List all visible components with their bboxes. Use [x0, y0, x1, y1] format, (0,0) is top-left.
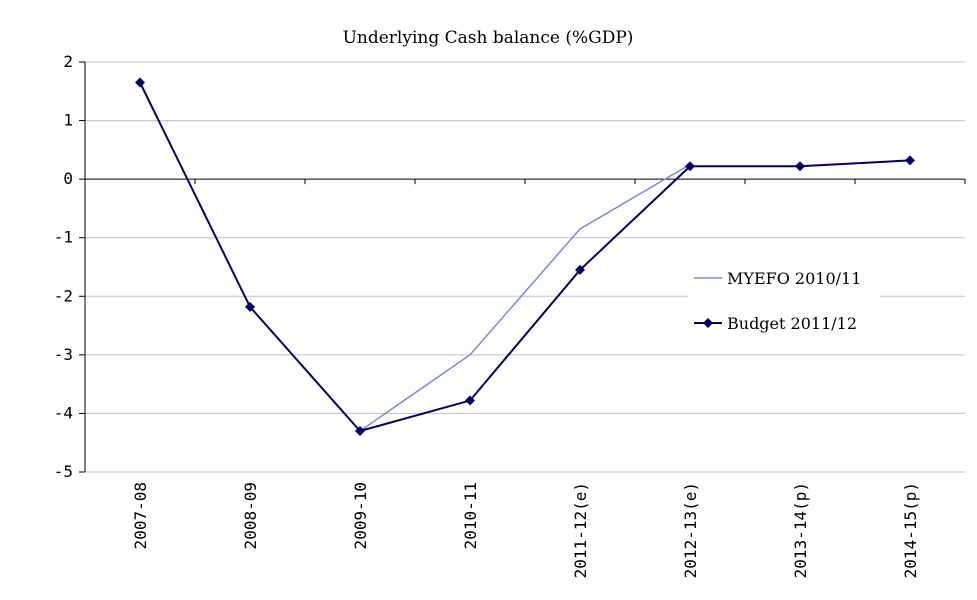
y-tick-label: -1 — [54, 228, 73, 247]
axes: 2 1 0 -1 -2 -3 -4 -5 2007-08 2008-09 2009-10 2010-1… — [54, 52, 966, 578]
series-layer — [135, 77, 915, 436]
data-point — [355, 426, 365, 436]
chart-title: Underlying Cash balance (%GDP) — [343, 28, 634, 48]
y-tick-label: -3 — [54, 345, 73, 364]
data-point — [575, 264, 585, 275]
y-tick-label: 1 — [63, 111, 73, 130]
x-tick-label: 2013-14(p) — [791, 482, 810, 578]
y-tick-label: 2 — [63, 52, 73, 71]
data-point — [905, 155, 915, 166]
data-point — [685, 161, 695, 172]
data-point — [795, 161, 805, 172]
x-tick-label: 2012-13(e) — [681, 482, 700, 578]
series-line-1 — [359, 163, 691, 432]
x-tick-label: 2014-15(p) — [901, 482, 920, 578]
x-tick-label: 2009-10 — [351, 482, 370, 549]
legend-label-2: Budget 2011/12 — [727, 314, 857, 333]
x-tick-label: 2008-09 — [241, 482, 260, 549]
data-point — [245, 301, 255, 312]
x-tick-label: 2011-12(e) — [571, 482, 590, 578]
legend-label-1: MYEFO 2010/11 — [727, 269, 861, 288]
series-line-2 — [139, 82, 911, 433]
y-tick-label: 0 — [63, 169, 73, 188]
data-point — [135, 77, 145, 88]
x-tick-label: 2007-08 — [131, 482, 150, 549]
y-tick-label: -4 — [54, 403, 73, 422]
y-tick-label: -5 — [54, 462, 73, 481]
data-point — [465, 395, 475, 406]
x-tick-label: 2010-11 — [461, 482, 480, 549]
legend-box — [688, 262, 880, 344]
legend-marker — [703, 318, 713, 328]
y-tick-label: -2 — [54, 286, 73, 305]
gridlines — [85, 61, 965, 473]
legend: MYEFO 2010/11 Budget 2011/12 — [688, 262, 880, 344]
